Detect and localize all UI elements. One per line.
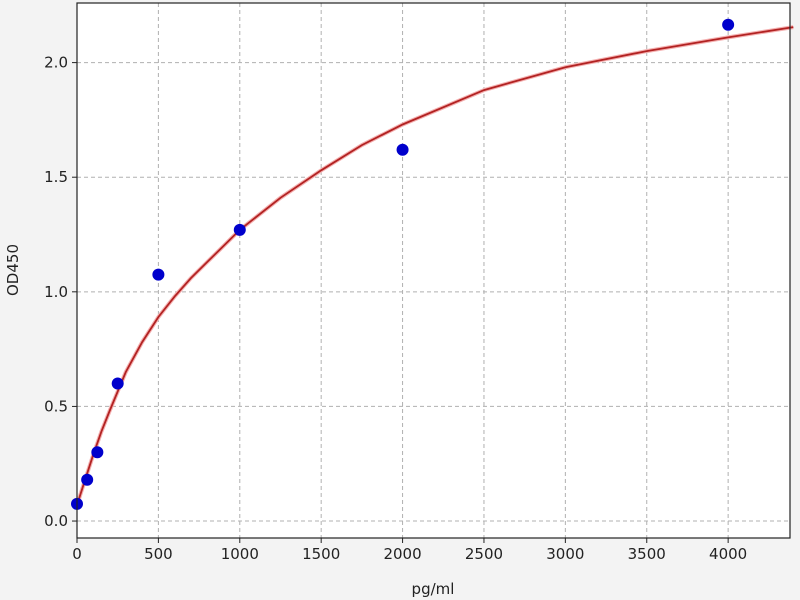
data-point	[233, 223, 246, 236]
x-tick-label: 1500	[302, 545, 340, 563]
y-tick-label: 1.0	[44, 283, 68, 301]
fit-curve	[76, 26, 794, 506]
y-tick-label: 1.5	[44, 168, 68, 186]
x-axis-label: pg/ml	[412, 580, 455, 598]
x-tick-label: 2500	[465, 545, 503, 563]
data-point	[152, 268, 165, 281]
x-axis-ticks: 0 500 1000 1500 2000 2500 3000 3500 4000	[72, 538, 747, 563]
x-tick-label: 2000	[383, 545, 421, 563]
x-tick-label: 1000	[221, 545, 259, 563]
data-point	[111, 377, 124, 390]
x-tick-label: 4000	[709, 545, 747, 563]
plot-frame	[76, 2, 791, 539]
x-tick-label: 3000	[546, 545, 584, 563]
data-point	[396, 143, 409, 156]
x-tick-label: 500	[144, 545, 173, 563]
plot-area	[77, 3, 790, 538]
x-tick-label: 0	[72, 545, 82, 563]
y-tick-label: 0.5	[44, 397, 68, 415]
y-axis-ticks: 0.0 0.5 1.0 1.5 2.0	[44, 54, 77, 530]
y-tick-label: 0.0	[44, 512, 68, 530]
data-point	[81, 473, 94, 486]
fit-curve-group	[75, 25, 794, 506]
data-point	[722, 18, 735, 31]
x-tick-label: 3500	[628, 545, 666, 563]
data-point	[91, 446, 104, 459]
y-axis-label: OD450	[4, 244, 22, 296]
y-tick-label: 2.0	[44, 54, 68, 72]
